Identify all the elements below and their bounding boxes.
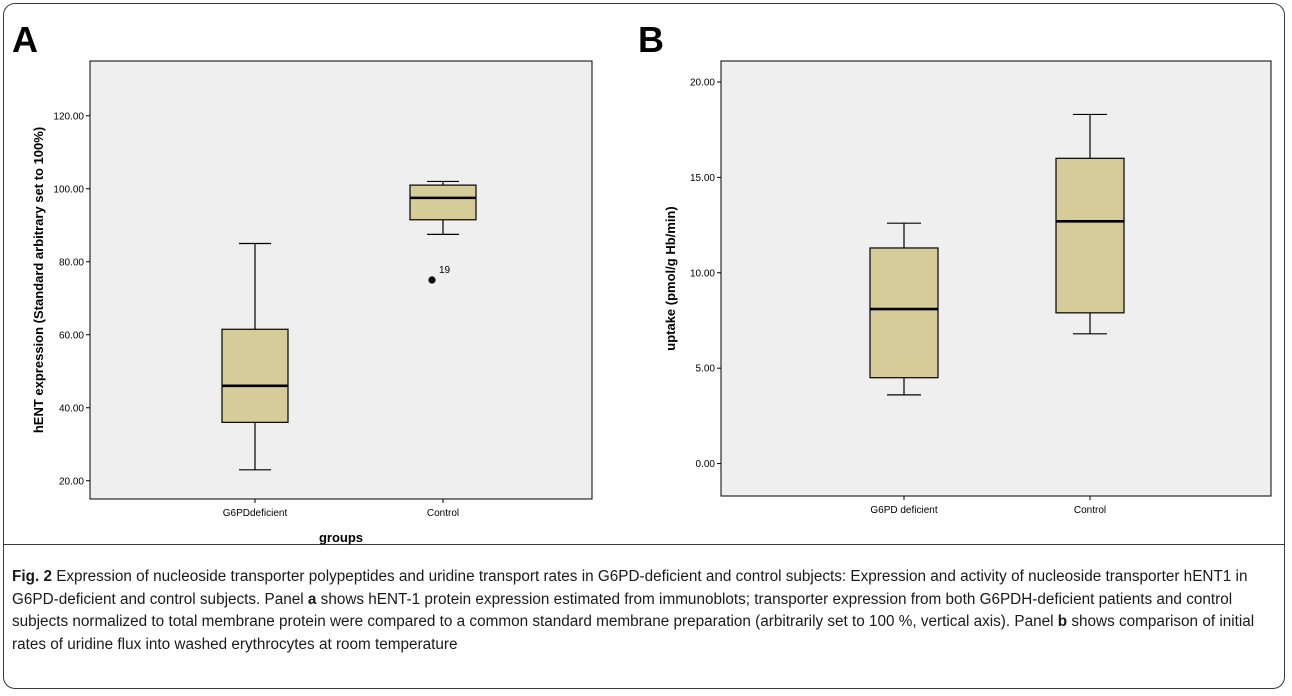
- caption-text-2: shows hENT-1 protein expression estimate…: [12, 590, 1233, 631]
- caption-divider: [3, 544, 1285, 545]
- figure-caption: Fig. 2 Expression of nucleoside transpor…: [12, 566, 1278, 656]
- plot-area-a: [89, 60, 593, 500]
- y-tick-label-a: 60.00: [59, 330, 84, 341]
- panel-a: A 20.00 40.00 60.00 80.00 100.00 120.00 G6PDdef…: [12, 19, 593, 545]
- iqr-box: [1055, 157, 1125, 314]
- x-axis-title-a: groups: [319, 530, 363, 545]
- iqr-box: [869, 247, 939, 379]
- y-axis-title-b: uptake (pmol/g Hb/min): [663, 206, 678, 350]
- x-tick-label-b: Control: [1074, 505, 1106, 516]
- panel-letter-b: B: [638, 19, 664, 60]
- caption-text-3: shows comparison of initial rates of uri…: [12, 613, 1255, 653]
- y-tick-label-b: 20.00: [690, 77, 715, 88]
- y-tick-label-a: 120.00: [53, 111, 84, 122]
- x-tick-label-a: Control: [427, 508, 459, 519]
- y-tick-label-b: 5.00: [696, 364, 716, 375]
- outlier-label: 19: [439, 265, 451, 276]
- y-tick-label-b: 15.00: [690, 173, 715, 184]
- y-tick-label-b: 10.00: [690, 268, 715, 279]
- x-tick-label-a: G6PDdeficient: [223, 508, 288, 519]
- caption-panel-b-ref: b: [1057, 613, 1068, 631]
- panel-letter-a: A: [12, 19, 38, 60]
- y-tick-label-a: 80.00: [59, 257, 84, 268]
- caption-text-1: Expression of nucleoside transporter pol…: [12, 568, 1248, 608]
- figure-svg: A 20.00 40.00 60.00 80.00 100.00 120.00 G6PDdef…: [12, 19, 1272, 545]
- y-tick-label-a: 20.00: [59, 476, 84, 487]
- y-tick-label-b: 0.00: [696, 459, 716, 470]
- plot-area-b: [720, 60, 1272, 497]
- x-tick-label-b: G6PD deficient: [870, 505, 937, 516]
- y-tick-label-a: 100.00: [53, 184, 84, 195]
- caption-label: Fig. 2: [12, 568, 52, 585]
- iqr-box: [221, 328, 289, 423]
- outlier-point: [428, 276, 436, 284]
- y-tick-label-a: 40.00: [59, 403, 84, 414]
- caption-panel-a-ref: a: [307, 590, 317, 608]
- iqr-box: [409, 184, 477, 221]
- y-axis-title-a: hENT expression (Standard arbitrary set …: [31, 127, 46, 433]
- panel-b: B 0.00 5.00 10.00 15.00 20.00 G6PD deficient Co…: [638, 19, 1272, 516]
